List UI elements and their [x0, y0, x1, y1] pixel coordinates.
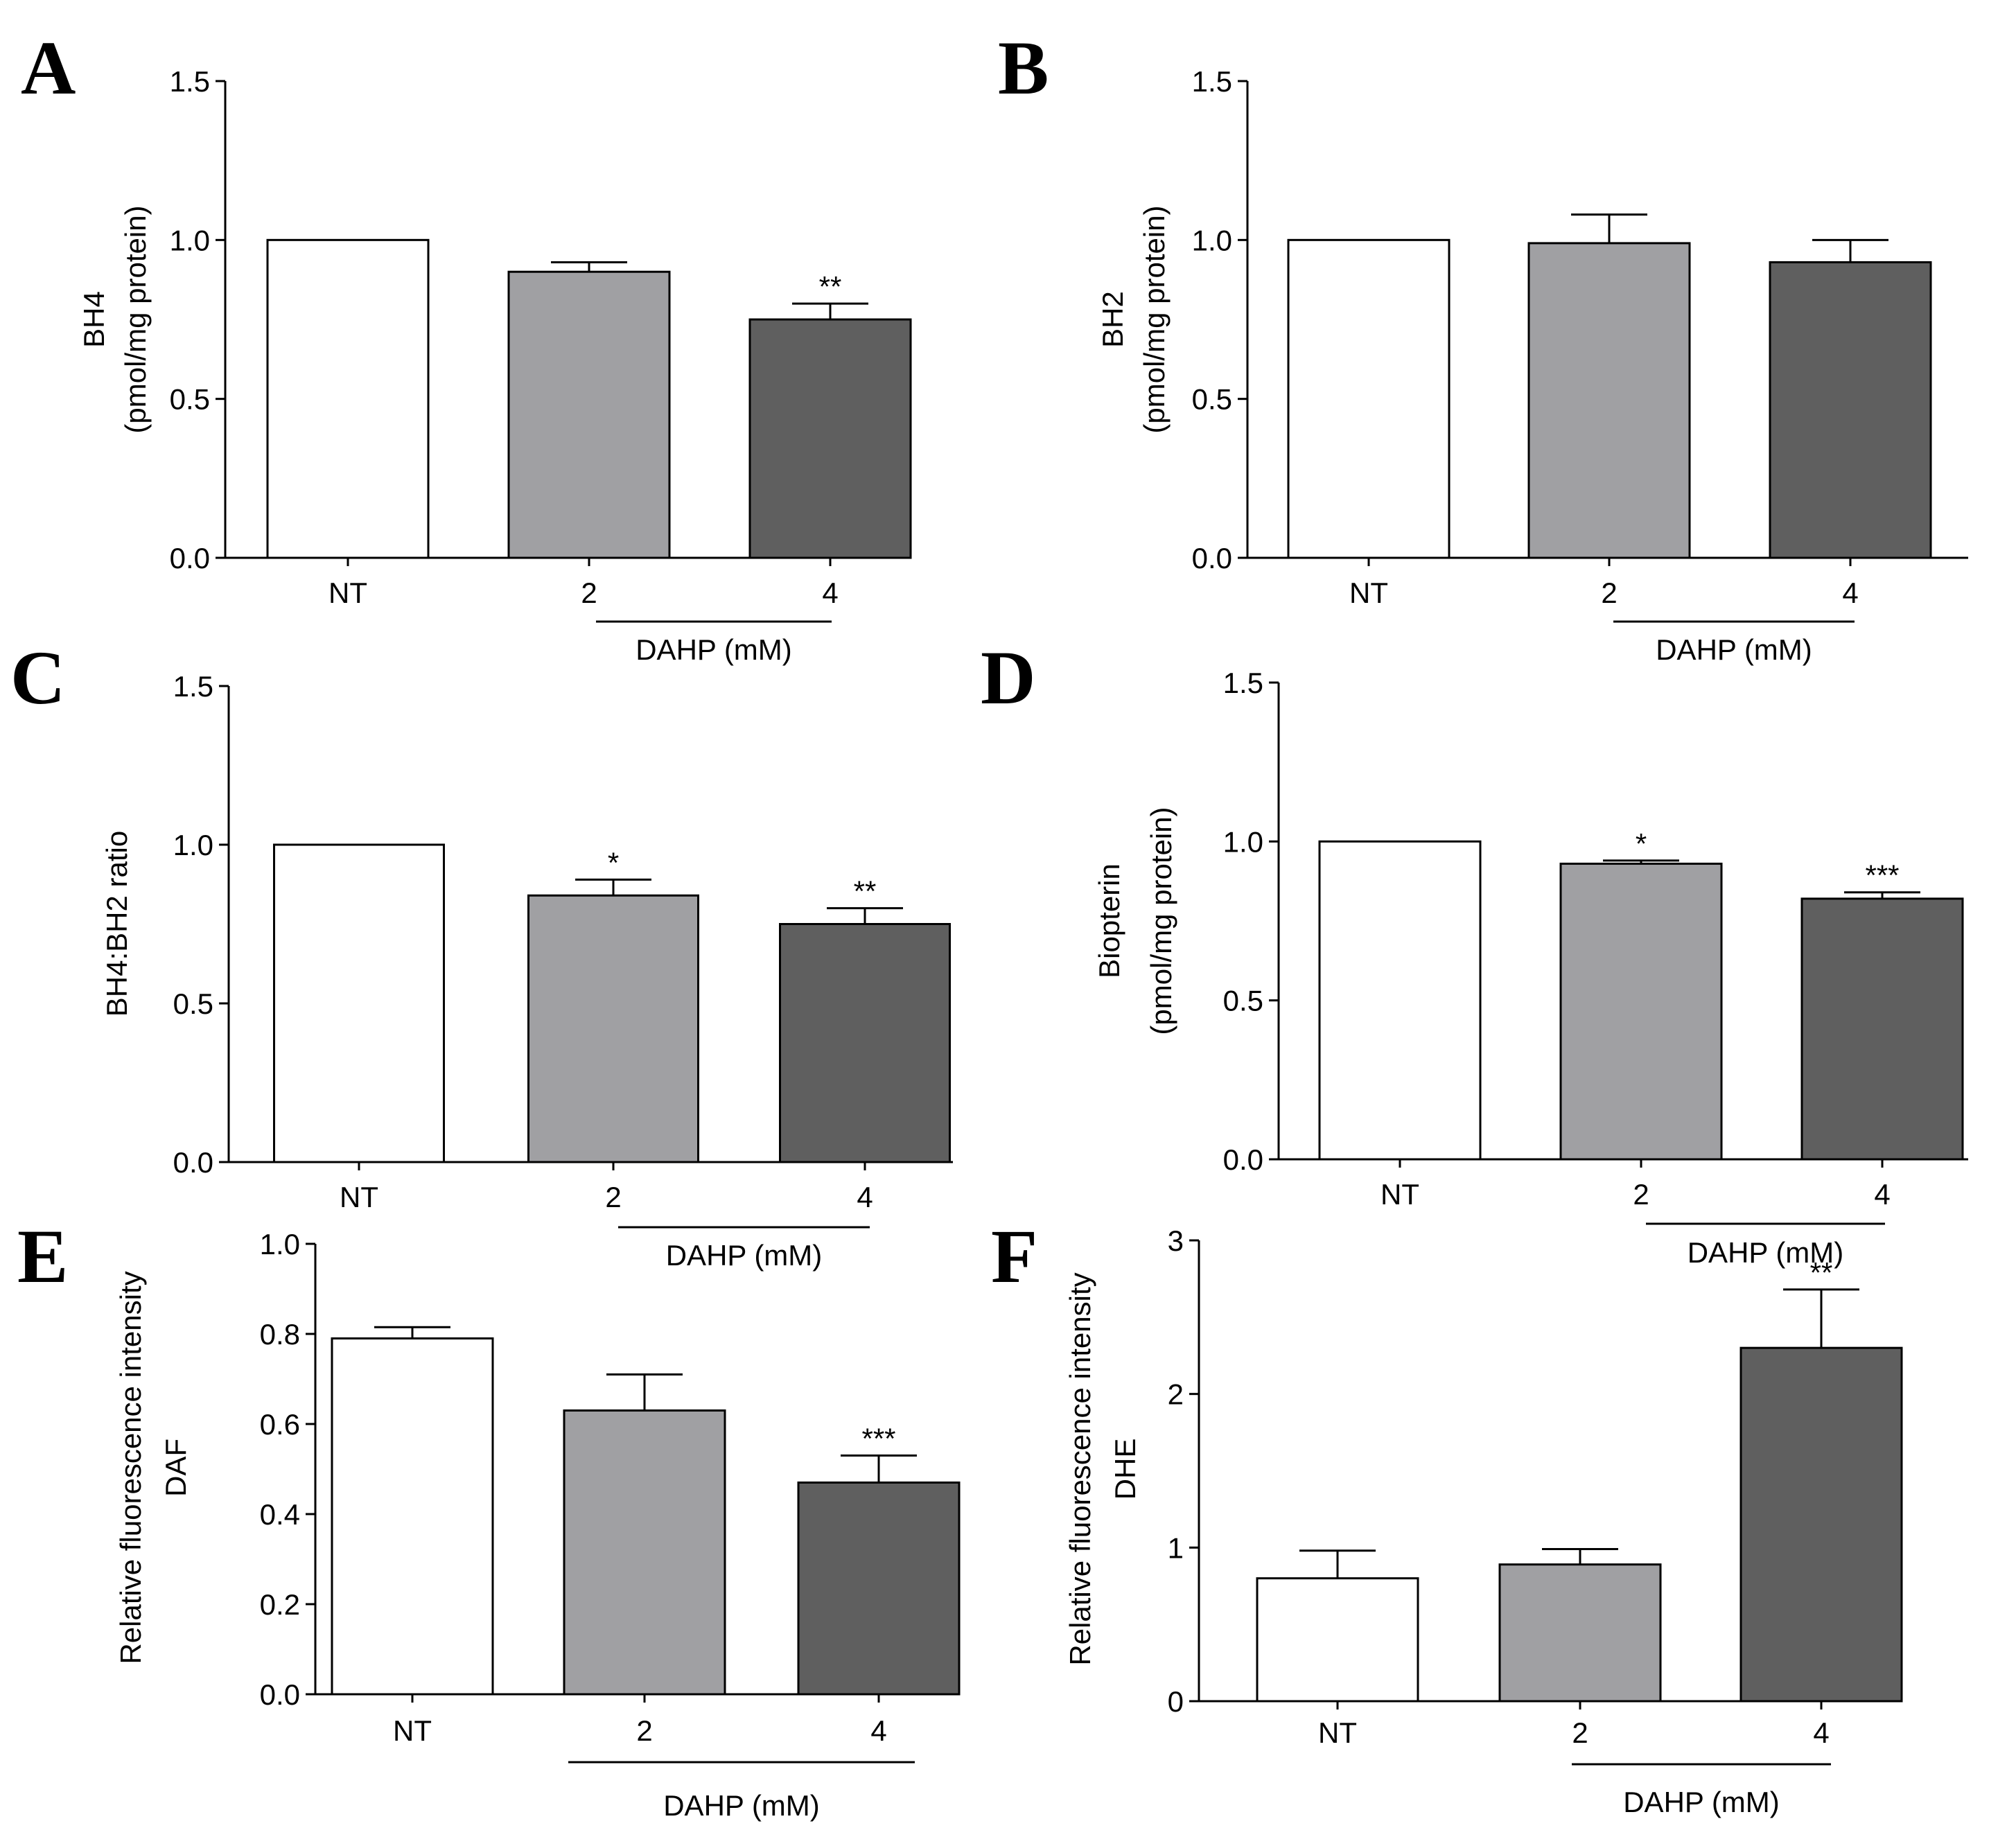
- y-tick-label-f-1: 1: [1168, 1531, 1184, 1564]
- y-tick-label-d-1: 0.5: [1223, 985, 1263, 1017]
- y-tick-label-a-0: 0.0: [170, 542, 210, 574]
- bar-c-0: [273, 843, 445, 1163]
- bar-e-0: [331, 1337, 494, 1696]
- bar-f-0: [1256, 1577, 1419, 1703]
- x-tick-label-c-1: 2: [605, 1181, 621, 1213]
- y-tick-label-a-2: 1.0: [170, 224, 210, 256]
- y-axis-label-f-0: Relative fluorescence intensity: [1064, 1272, 1096, 1665]
- y-tick-label-f-2: 2: [1168, 1378, 1184, 1411]
- bar-b-1: [1527, 242, 1691, 559]
- x-tick-label-b-2: 4: [1842, 577, 1858, 609]
- y-tick-label-b-1: 0.5: [1192, 383, 1232, 416]
- x-tick-label-a-1: 2: [581, 577, 597, 609]
- y-axis-label-e-0: Relative fluorescence intensity: [114, 1271, 147, 1664]
- bar-b-0: [1287, 238, 1450, 559]
- significance-label-c-1: *: [608, 846, 619, 879]
- significance-label-f-2: **: [1810, 1256, 1833, 1289]
- y-tick-label-a-3: 1.5: [170, 65, 210, 98]
- y-tick-label-d-0: 0.0: [1223, 1143, 1263, 1176]
- x-tick-label-b-1: 2: [1601, 577, 1617, 609]
- bar-a-1: [507, 270, 671, 559]
- group-label-f: DAHP (mM): [1623, 1786, 1780, 1818]
- group-label-b: DAHP (mM): [1656, 633, 1812, 666]
- x-tick-label-f-0: NT: [1318, 1716, 1357, 1749]
- y-tick-label-b-3: 1.5: [1192, 65, 1232, 98]
- x-tick-label-b-0: NT: [1349, 577, 1388, 609]
- panel-letter-b: B: [998, 26, 1049, 110]
- bar-a-2: [748, 318, 912, 559]
- x-tick-label-f-1: 2: [1572, 1716, 1588, 1749]
- x-tick-label-d-1: 2: [1633, 1178, 1649, 1211]
- significance-label-d-1: *: [1636, 827, 1647, 860]
- y-tick-label-e-2: 0.4: [260, 1498, 300, 1531]
- bar-e-1: [563, 1409, 726, 1696]
- y-tick-label-e-3: 0.6: [260, 1408, 300, 1441]
- y-tick-label-f-3: 3: [1168, 1224, 1184, 1257]
- y-axis-label-e-1: DAF: [159, 1439, 192, 1497]
- panel-letter-c: C: [10, 635, 65, 720]
- y-axis-label-c-0: BH4:BH2 ratio: [100, 831, 133, 1017]
- x-tick-label-e-0: NT: [393, 1714, 432, 1747]
- y-tick-label-b-2: 1.0: [1192, 224, 1232, 256]
- panel-letter-f: F: [991, 1214, 1037, 1299]
- y-tick-label-f-0: 0: [1168, 1685, 1184, 1718]
- y-axis-label-a-1: (pmol/mg protein): [119, 205, 152, 433]
- y-tick-label-c-3: 1.5: [173, 670, 213, 703]
- bar-b-2: [1769, 261, 1932, 559]
- x-tick-label-d-0: NT: [1380, 1178, 1419, 1211]
- bar-c-2: [779, 923, 951, 1163]
- y-axis-label-b-0: BH2: [1096, 291, 1129, 348]
- x-tick-label-a-0: NT: [328, 577, 367, 609]
- bar-f-2: [1739, 1346, 1903, 1703]
- bar-d-2: [1800, 897, 1964, 1161]
- y-axis-label-b-1: (pmol/mg protein): [1138, 205, 1171, 433]
- y-tick-label-c-1: 0.5: [173, 987, 213, 1020]
- x-tick-label-d-2: 4: [1874, 1178, 1890, 1211]
- y-axis-label-d-0: Biopterin: [1093, 863, 1125, 978]
- y-tick-label-c-0: 0.0: [173, 1146, 213, 1179]
- bar-d-0: [1318, 840, 1482, 1161]
- y-axis-label-f-1: DHE: [1109, 1439, 1141, 1500]
- bar-c-1: [527, 894, 699, 1163]
- x-tick-label-e-2: 4: [870, 1714, 886, 1747]
- bar-e-2: [797, 1482, 961, 1696]
- significance-label-c-2: **: [854, 875, 877, 908]
- significance-label-a-2: **: [819, 270, 842, 303]
- y-tick-label-e-0: 0.0: [260, 1678, 300, 1711]
- significance-label-e-2: ***: [861, 1423, 895, 1455]
- bar-d-1: [1559, 862, 1723, 1161]
- y-tick-label-b-0: 0.0: [1192, 542, 1232, 574]
- y-axis-label-d-1: (pmol/mg protein): [1145, 807, 1177, 1035]
- group-label-c: DAHP (mM): [666, 1239, 823, 1272]
- y-tick-label-e-1: 0.2: [260, 1588, 300, 1621]
- x-tick-label-a-2: 4: [822, 577, 838, 609]
- x-tick-label-e-1: 2: [636, 1714, 652, 1747]
- x-tick-label-c-0: NT: [340, 1181, 378, 1213]
- panel-letter-a: A: [21, 26, 76, 110]
- significance-label-d-2: ***: [1865, 859, 1899, 892]
- y-tick-label-e-4: 0.8: [260, 1318, 300, 1351]
- y-tick-label-a-1: 0.5: [170, 383, 210, 416]
- y-tick-label-d-3: 1.5: [1223, 667, 1263, 699]
- x-tick-label-c-2: 4: [857, 1181, 873, 1213]
- x-tick-label-f-2: 4: [1813, 1716, 1829, 1749]
- y-axis-label-a-0: BH4: [78, 291, 110, 348]
- bar-a-0: [266, 238, 430, 559]
- bar-f-1: [1498, 1563, 1662, 1703]
- group-label-d: DAHP (mM): [1688, 1236, 1844, 1269]
- group-label-a: DAHP (mM): [636, 633, 792, 666]
- panel-letter-d: D: [981, 635, 1035, 720]
- y-tick-label-e-5: 1.0: [260, 1228, 300, 1260]
- panel-letter-e: E: [17, 1214, 68, 1299]
- group-label-e: DAHP (mM): [663, 1789, 820, 1822]
- y-tick-label-c-2: 1.0: [173, 829, 213, 861]
- y-tick-label-d-2: 1.0: [1223, 825, 1263, 858]
